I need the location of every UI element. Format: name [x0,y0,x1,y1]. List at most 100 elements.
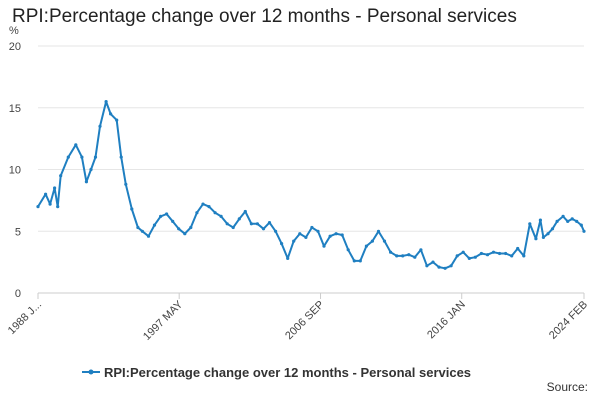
data-point [66,155,70,159]
data-point [346,248,350,252]
legend-label: RPI:Percentage change over 12 months - P… [104,365,471,380]
data-point [534,237,538,241]
data-point [74,143,78,147]
data-point [189,225,193,230]
data-point [376,229,381,233]
data-point [152,223,157,227]
data-point [510,254,514,258]
y-tick-label-0: 0 [15,288,21,300]
data-point [56,205,60,209]
y-axis-unit: % [9,25,19,37]
y-axis: 0 5 10 15 20% [9,25,21,300]
series-layer [36,100,586,270]
data-point [328,234,332,238]
data-point [261,227,266,231]
data-point [431,260,435,264]
data-point [555,219,559,223]
data-point [546,232,550,236]
data-point [237,217,241,221]
data-point [243,209,247,214]
data-point [516,246,520,251]
data-point [370,239,374,243]
data-point [550,227,555,231]
data-point [443,266,447,270]
data-point [579,223,583,227]
data-point [395,254,399,258]
data-point [119,155,123,159]
x-tick-label-1: 1997 MAY [141,298,186,343]
source-label: Source: [546,380,588,394]
data-point [504,251,508,256]
data-point [522,254,526,258]
data-point [109,112,113,116]
data-point [570,217,574,221]
data-point [255,222,259,226]
data-point [449,264,453,268]
data-point [36,205,40,209]
data-point [561,214,565,218]
data-point [389,250,393,254]
data-point [401,254,405,258]
data-point [115,118,119,122]
data-point [165,212,169,216]
data-point [467,256,471,260]
x-tick-label-2: 2006 SEP [283,299,327,343]
data-point [219,214,223,218]
data-point [104,100,108,104]
data-point [59,174,63,178]
data-point [201,202,205,206]
data-point [183,232,187,236]
data-point [171,219,175,223]
data-point [177,227,181,231]
data-point [322,244,326,248]
data-point [130,207,134,211]
data-point [93,155,98,159]
data-point [413,255,417,259]
data-point [358,259,362,263]
data-point [316,229,320,233]
data-point [213,211,217,215]
data-point [136,225,140,230]
data-point [231,225,235,230]
data-point [528,222,532,226]
data-point [461,250,465,254]
data-point [225,222,229,226]
y-tick-label-15: 15 [9,103,21,115]
data-point [89,167,93,172]
data-point [286,256,290,260]
y-tick-label-20: 20 [9,41,21,53]
data-point [159,214,163,218]
data-point [455,254,459,258]
data-point [267,221,272,225]
data-point [146,234,151,238]
data-point [48,202,52,206]
x-tick-label-3: 2016 JAN [425,299,468,342]
data-point [538,218,543,222]
x-tick-label-0: 1988 J... [6,299,44,337]
data-point [419,248,423,252]
data-point [582,229,586,233]
data-point [80,155,84,159]
data-point [310,225,314,230]
data-point [98,124,102,128]
data-point [575,219,579,223]
data-point [473,255,477,259]
data-point [340,233,344,237]
data-point [485,253,490,257]
series-line-0 [37,100,585,270]
y-tick-label-10: 10 [9,165,21,177]
data-point [407,253,411,257]
data-point [304,235,308,239]
legend-swatch-marker [88,369,94,375]
data-point [437,265,441,269]
data-point [207,205,211,209]
data-point [352,259,356,263]
data-point [280,242,284,246]
data-point [140,229,144,233]
data-point [274,229,278,233]
data-point [479,251,483,256]
legend: RPI:Percentage change over 12 months - P… [82,365,471,380]
data-point [53,186,57,190]
data-point [84,180,88,184]
chart-title: RPI:Percentage change over 12 months - P… [12,6,517,27]
